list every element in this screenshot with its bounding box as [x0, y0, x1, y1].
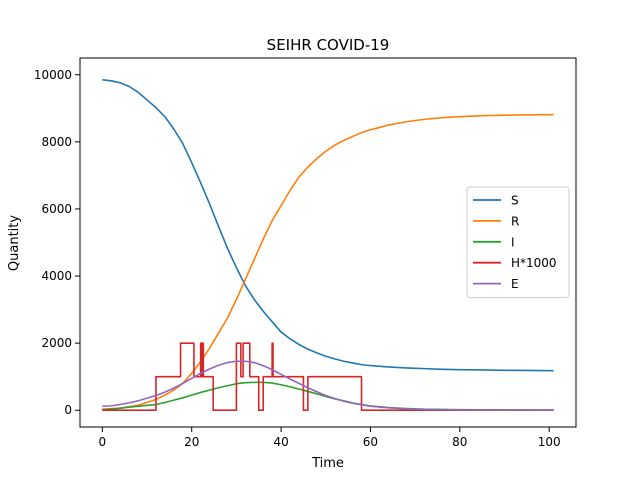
- y-tick-label: 8000: [41, 135, 72, 149]
- x-tick-label: 100: [538, 435, 561, 449]
- axes-frame: [79, 57, 577, 428]
- series-line-s: [102, 79, 554, 372]
- series-line-e: [102, 360, 554, 411]
- y-tick-label: 4000: [41, 269, 72, 283]
- legend-box: [466, 186, 570, 298]
- y-axis: 0 2000 4000 6000 8000 10000: [34, 68, 80, 417]
- y-tick-label: 2000: [41, 336, 72, 350]
- legend-label-h-1000: H*1000: [511, 256, 557, 270]
- x-tick-label: 40: [273, 435, 288, 449]
- x-tick-label: 0: [99, 435, 107, 449]
- legend-label-i: I: [511, 235, 515, 249]
- y-tick-label: 10000: [34, 68, 72, 82]
- chart-title: SEIHR COVID-19: [267, 36, 390, 54]
- legend-label-e: E: [511, 277, 519, 291]
- x-tick-label: 60: [363, 435, 378, 449]
- legend-label-s: S: [511, 194, 519, 208]
- series-layer: [102, 79, 554, 412]
- y-tick-label: 0: [64, 403, 72, 417]
- y-tick-label: 6000: [41, 202, 72, 216]
- x-axis: 0 20 40 60 80 100: [99, 427, 561, 449]
- y-axis-label: Quantity: [7, 215, 22, 271]
- legend: SRI H*1000 E: [466, 186, 570, 298]
- x-tick-label: 80: [452, 435, 467, 449]
- series-line-h-1000: [102, 342, 554, 412]
- x-tick-label: 20: [184, 435, 199, 449]
- legend-label-r: R: [511, 214, 519, 228]
- x-axis-label: Time: [311, 456, 344, 471]
